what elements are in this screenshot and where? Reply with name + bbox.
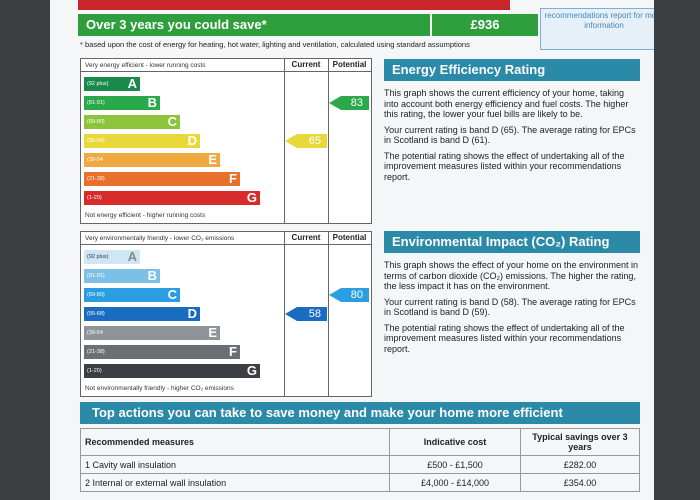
- savings-value: £936: [432, 14, 538, 36]
- potential-column-header: Potential: [332, 60, 367, 69]
- measure-cost: £4,000 - £14,000: [389, 473, 521, 492]
- rating-band-e: (39-54 E: [84, 153, 220, 167]
- header-divider: [81, 244, 371, 245]
- band-letter: E: [208, 325, 217, 340]
- rating-band-b: (81-91) B: [84, 96, 160, 110]
- env-impact-p3: The potential rating shows the effect of…: [384, 322, 625, 354]
- band-range: (55-68): [87, 138, 105, 144]
- table-row: 1 Cavity wall insulation £500 - £1,500 £…: [80, 455, 640, 474]
- band-range: (81-91): [87, 273, 105, 279]
- band-letter: F: [229, 344, 237, 359]
- band-range: (92 plus): [87, 81, 109, 87]
- band-letter: C: [167, 287, 177, 302]
- energy-rating-title: Energy Efficiency Rating: [384, 59, 640, 81]
- band-letter: B: [147, 268, 157, 283]
- top-actions-title: Top actions you can take to save money a…: [80, 402, 640, 424]
- top-caption: Very energy efficient - lower running co…: [85, 62, 206, 69]
- band-range: (55-68): [87, 311, 105, 317]
- band-range: (1-20): [87, 195, 102, 201]
- current-column-header: Current: [291, 60, 321, 69]
- column-divider: [284, 232, 285, 396]
- rating-band-f: (21-38) F: [84, 172, 240, 186]
- band-letter: C: [167, 114, 177, 129]
- measure-savings: £354.00: [520, 473, 640, 492]
- rating-band-d: (55-68) D: [84, 307, 200, 321]
- band-range: (39-54: [87, 157, 103, 163]
- rating-band-g: (1-20) G: [84, 364, 260, 378]
- savings-label: Over 3 years you could save*: [78, 14, 430, 36]
- band-letter: G: [246, 190, 257, 205]
- actions-header-row: Recommended measures Indicative cost Typ…: [80, 428, 640, 456]
- measure-name: 1 Cavity wall insulation: [80, 455, 390, 474]
- top-caption: Very environmentally friendly - lower CO…: [85, 235, 235, 242]
- rating-band-f: (21-38) F: [84, 345, 240, 359]
- current-column-header: Current: [291, 233, 321, 242]
- band-range: (92 plus): [87, 254, 109, 260]
- band-range: (69-80): [87, 119, 105, 125]
- band-letter: G: [246, 363, 257, 378]
- column-divider: [328, 59, 329, 223]
- actions-table: Recommended measures Indicative cost Typ…: [80, 428, 640, 492]
- rating-band-a: (92 plus) A: [84, 77, 140, 91]
- current-rating-arrow: 65: [285, 134, 327, 148]
- band-letter: E: [208, 152, 217, 167]
- energy-rating-p2: Your current rating is band D (65). The …: [384, 124, 636, 146]
- rating-band-c: (69-80) C: [84, 288, 180, 302]
- current-rating-arrow: 58: [285, 307, 327, 321]
- recommendations-note: recommendations report for more informat…: [540, 8, 654, 50]
- energy-rating-p1: This graph shows the current efficiency …: [384, 88, 629, 119]
- header-measures: Recommended measures: [80, 428, 390, 456]
- energy-rating-p3: The potential rating shows the effect of…: [384, 150, 625, 182]
- band-letter: B: [147, 95, 157, 110]
- measure-savings: £282.00: [520, 455, 640, 474]
- rating-band-a: (92 plus) A: [84, 250, 140, 264]
- epc-page: Over 3 years you could save* £936 recomm…: [50, 0, 654, 500]
- band-range: (21-38): [87, 349, 105, 355]
- column-divider: [284, 59, 285, 223]
- column-divider: [328, 232, 329, 396]
- rating-band-c: (69-80) C: [84, 115, 180, 129]
- banner-red-strip: [78, 0, 510, 10]
- band-range: (69-80): [87, 292, 105, 298]
- header-cost: Indicative cost: [389, 428, 521, 456]
- band-range: (1-20): [87, 368, 102, 374]
- band-letter: A: [127, 76, 137, 91]
- bottom-caption: Not environmentally friendly - higher CO…: [85, 385, 234, 392]
- band-range: (81-91): [87, 100, 105, 106]
- header-divider: [81, 71, 371, 72]
- table-row: 2 Internal or external wall insulation £…: [80, 473, 640, 492]
- env-impact-p2: Your current rating is band D (58). The …: [384, 296, 636, 318]
- env-impact-text: This graph shows the effect of your home…: [384, 260, 640, 359]
- rating-band-g: (1-20) G: [84, 191, 260, 205]
- env-impact-title: Environmental Impact (CO₂) Rating: [384, 231, 640, 253]
- band-letter: A: [127, 249, 137, 264]
- footnote: * based upon the cost of energy for heat…: [80, 40, 470, 49]
- bottom-caption: Not energy efficient - higher running co…: [85, 212, 206, 219]
- band-range: (39-54: [87, 330, 103, 336]
- rating-band-d: (55-68) D: [84, 134, 200, 148]
- header-savings: Typical savings over 3 years: [520, 428, 640, 456]
- rating-band-b: (81-91) B: [84, 269, 160, 283]
- band-letter: F: [229, 171, 237, 186]
- potential-column-header: Potential: [332, 233, 367, 242]
- energy-efficiency-chart: Current Potential Very energy efficient - …: [80, 58, 372, 224]
- band-letter: D: [187, 306, 197, 321]
- potential-rating-arrow: 80: [329, 288, 369, 302]
- env-impact-p1: This graph shows the effect of your home…: [384, 260, 638, 291]
- potential-rating-arrow: 83: [329, 96, 369, 110]
- energy-rating-text: This graph shows the current efficiency …: [384, 88, 640, 187]
- savings-banner: Over 3 years you could save* £936 recomm…: [78, 8, 654, 50]
- measure-cost: £500 - £1,500: [389, 455, 521, 474]
- band-letter: D: [187, 133, 197, 148]
- rating-band-e: (39-54 E: [84, 326, 220, 340]
- measure-name: 2 Internal or external wall insulation: [80, 473, 390, 492]
- band-range: (21-38): [87, 176, 105, 182]
- co2-impact-chart: Current Potential Very environmentally fri…: [80, 231, 372, 397]
